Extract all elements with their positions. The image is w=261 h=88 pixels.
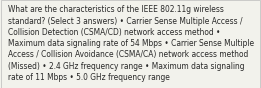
Text: Maximum data signaling rate of 54 Mbps • Carrier Sense Multiple: Maximum data signaling rate of 54 Mbps •… bbox=[8, 39, 254, 48]
Text: rate of 11 Mbps • 5.0 GHz frequency range: rate of 11 Mbps • 5.0 GHz frequency rang… bbox=[8, 73, 170, 82]
Text: Access / Collision Avoidance (CSMA/CA) network access method: Access / Collision Avoidance (CSMA/CA) n… bbox=[8, 50, 248, 59]
Text: Collision Detection (CSMA/CD) network access method •: Collision Detection (CSMA/CD) network ac… bbox=[8, 28, 220, 37]
Text: standard? (Select 3 answers) • Carrier Sense Multiple Access /: standard? (Select 3 answers) • Carrier S… bbox=[8, 17, 242, 26]
Text: (Missed) • 2.4 GHz frequency range • Maximum data signaling: (Missed) • 2.4 GHz frequency range • Max… bbox=[8, 62, 244, 71]
Text: What are the characteristics of the IEEE 802.11g wireless: What are the characteristics of the IEEE… bbox=[8, 5, 224, 14]
